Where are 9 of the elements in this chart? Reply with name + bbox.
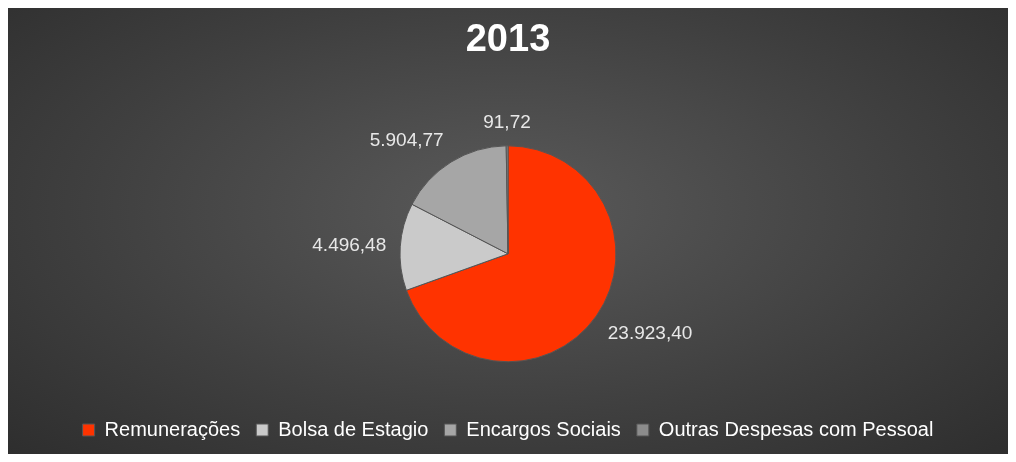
legend-label: Encargos Sociais xyxy=(466,417,621,440)
legend-label: Bolsa de Estagio xyxy=(278,417,429,440)
data-label: 23.923,40 xyxy=(607,321,693,343)
legend-label: Outras Despesas com Pessoal xyxy=(658,417,934,440)
data-label: 5.904,77 xyxy=(369,128,444,150)
legend-label: Remunerações xyxy=(104,417,241,440)
data-label: 91,72 xyxy=(483,110,531,132)
chart-title: 2013 xyxy=(465,17,551,60)
data-label: 4.496,48 xyxy=(312,234,387,256)
